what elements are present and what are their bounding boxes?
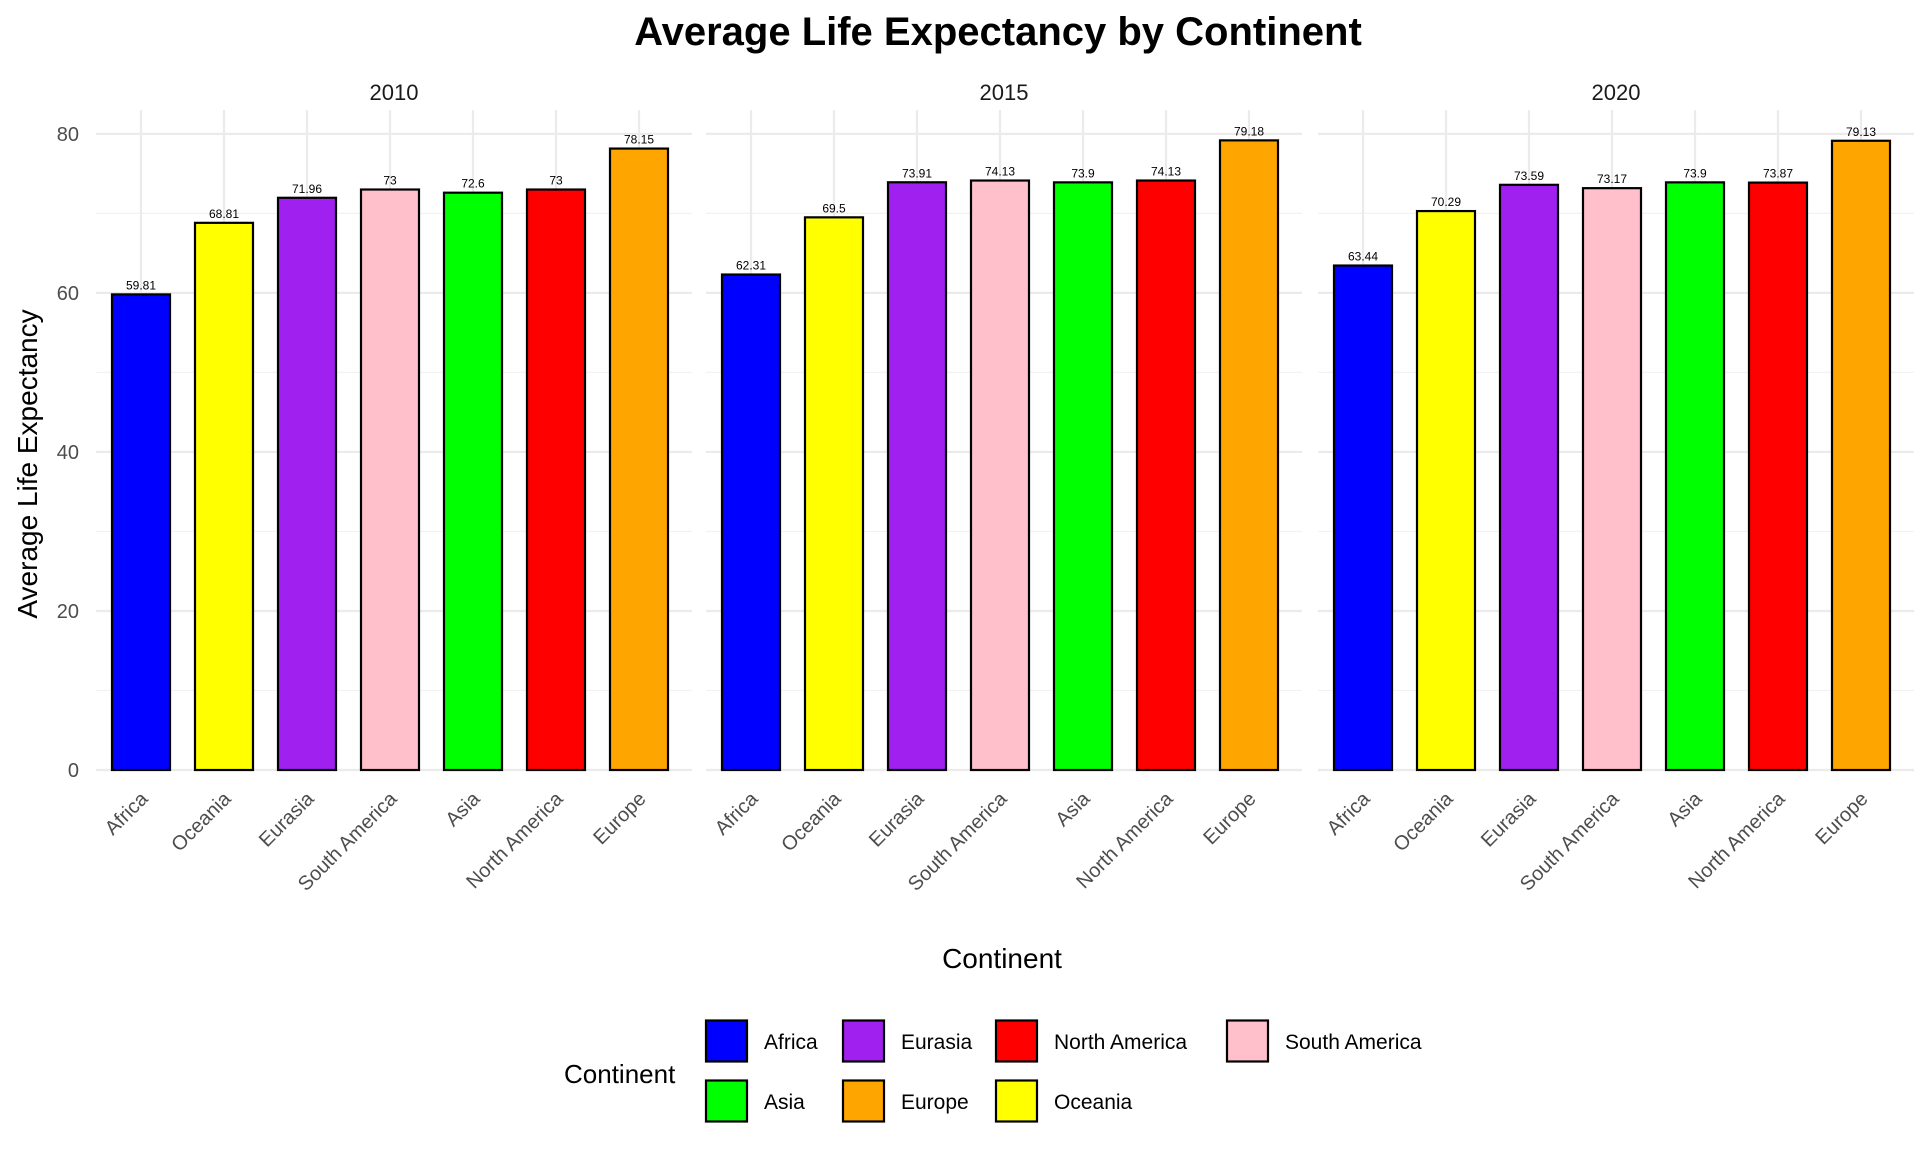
bar-eurasia: [1498, 183, 1560, 772]
bar-north-america: [1747, 181, 1809, 772]
legend-swatch: [994, 1019, 1039, 1063]
bar-value-label: 73.9: [1683, 166, 1707, 180]
x-tick-label-oceania: Oceania: [1389, 787, 1458, 856]
legend-label: Oceania: [1054, 1091, 1133, 1114]
bar-value-label: 68.81: [209, 207, 239, 221]
panel-strip-label: 2015: [980, 80, 1029, 105]
legend-swatch: [841, 1079, 886, 1123]
x-tick-label-africa: Africa: [101, 787, 153, 839]
bar-value-label: 74.13: [985, 165, 1015, 179]
legend-item-africa: Africa: [704, 1019, 818, 1063]
bar-asia: [1664, 181, 1726, 772]
bar-value-label: 78.15: [624, 133, 654, 147]
legend-item-north-america: North America: [994, 1019, 1187, 1063]
y-tick-label-20: 20: [57, 601, 79, 623]
x-tick-label-oceania: Oceania: [777, 787, 846, 856]
legend-item-europe: Europe: [841, 1079, 969, 1123]
legend-swatch: [994, 1079, 1039, 1123]
bar-value-label: 73.59: [1514, 169, 1544, 183]
x-tick-label-asia: Asia: [441, 787, 485, 831]
bar-value-label: 73.87: [1763, 167, 1793, 181]
panel-2015: 2015 62.31 Africa 69.5 Oceania 73.91 Eurasia 74…: [706, 80, 1302, 896]
bar-value-label: 73.91: [902, 166, 932, 180]
panel-2020: 2020 63.44 Africa 70.29 Oceania 73.59 Eurasia 7…: [1318, 80, 1914, 896]
y-tick-label-0: 0: [68, 760, 79, 782]
bar-north-america: [1135, 179, 1197, 772]
legend-swatch: [704, 1019, 749, 1063]
legend-label: Africa: [764, 1031, 818, 1054]
x-tick-label-eurasia: Eurasia: [865, 787, 929, 851]
bar-eurasia: [886, 181, 948, 772]
bar-africa: [110, 293, 172, 772]
legend-title: Continent: [564, 1059, 676, 1089]
panel-strip-label: 2020: [1592, 80, 1641, 105]
bar-africa: [720, 273, 782, 772]
facet-panels: 0 20 40 60 80 2010 59.81 Africa 68.81 Oceania 71.9…: [57, 80, 1914, 896]
legend-item-asia: Asia: [704, 1079, 805, 1123]
bar-south-america: [1581, 187, 1643, 772]
x-tick-label-oceania: Oceania: [167, 787, 236, 856]
bar-oceania: [1415, 209, 1477, 772]
y-tick-label-60: 60: [57, 283, 79, 305]
bar-value-label: 74.13: [1151, 165, 1181, 179]
legend-swatch: [1225, 1019, 1270, 1063]
legend-item-south-america: South America: [1225, 1019, 1422, 1063]
bar-asia: [1052, 181, 1114, 772]
bar-europe: [1218, 139, 1280, 772]
bar-value-label: 72.6: [461, 177, 485, 191]
chart-title: Average Life Expectancy by Continent: [634, 10, 1362, 54]
legend-label: South America: [1285, 1031, 1422, 1054]
bar-value-label: 59.81: [126, 278, 156, 292]
bar-value-label: 73: [549, 174, 563, 188]
bar-value-label: 62.31: [736, 259, 766, 273]
bar-value-label: 79.18: [1234, 124, 1264, 138]
bar-south-america: [359, 188, 421, 772]
bar-value-label: 79.13: [1846, 125, 1876, 139]
bar-value-label: 71.96: [292, 182, 322, 196]
legend: Continent Africa Eurasia North America Sout…: [564, 1019, 1422, 1123]
bar-value-label: 63.44: [1348, 250, 1378, 264]
bar-europe: [608, 147, 670, 772]
bar-eurasia: [276, 196, 338, 772]
x-tick-label-eurasia: Eurasia: [255, 787, 319, 851]
legend-item-eurasia: Eurasia: [841, 1019, 973, 1063]
x-tick-label-asia: Asia: [1663, 787, 1707, 831]
y-tick-label-40: 40: [57, 442, 79, 464]
legend-label: North America: [1054, 1031, 1187, 1054]
bar-oceania: [193, 221, 255, 772]
bar-value-label: 73.9: [1071, 166, 1095, 180]
panel-strip-label: 2010: [370, 80, 419, 105]
legend-swatch: [841, 1019, 886, 1063]
legend-item-oceania: Oceania: [994, 1079, 1133, 1123]
x-axis-title: Continent: [942, 943, 1062, 974]
legend-label: Asia: [764, 1091, 805, 1114]
bar-value-label: 69.5: [822, 201, 846, 215]
x-tick-label-europe: Europe: [1199, 788, 1260, 849]
x-tick-label-asia: Asia: [1051, 787, 1095, 831]
y-tick-label-80: 80: [57, 124, 79, 146]
x-tick-label-europe: Europe: [589, 788, 650, 849]
x-tick-label-europe: Europe: [1811, 788, 1872, 849]
y-axis-title: Average Life Expectancy: [12, 309, 43, 618]
bar-asia: [442, 191, 504, 772]
x-tick-label-africa: Africa: [711, 787, 763, 839]
bar-value-label: 70.29: [1431, 195, 1461, 209]
bar-north-america: [525, 188, 587, 772]
legend-swatch: [704, 1079, 749, 1123]
panel-2010: 2010 59.81 Africa 68.81 Oceania 71.96 Eurasia 7…: [96, 80, 692, 896]
x-tick-label-eurasia: Eurasia: [1477, 787, 1541, 851]
bar-oceania: [803, 216, 865, 772]
bar-europe: [1830, 139, 1892, 772]
bar-value-label: 73: [383, 174, 397, 188]
bar-value-label: 73.17: [1597, 172, 1627, 186]
legend-label: Eurasia: [901, 1031, 973, 1054]
x-tick-label-africa: Africa: [1323, 787, 1375, 839]
legend-label: Europe: [901, 1091, 969, 1114]
bar-africa: [1332, 264, 1394, 772]
bar-south-america: [969, 179, 1031, 772]
